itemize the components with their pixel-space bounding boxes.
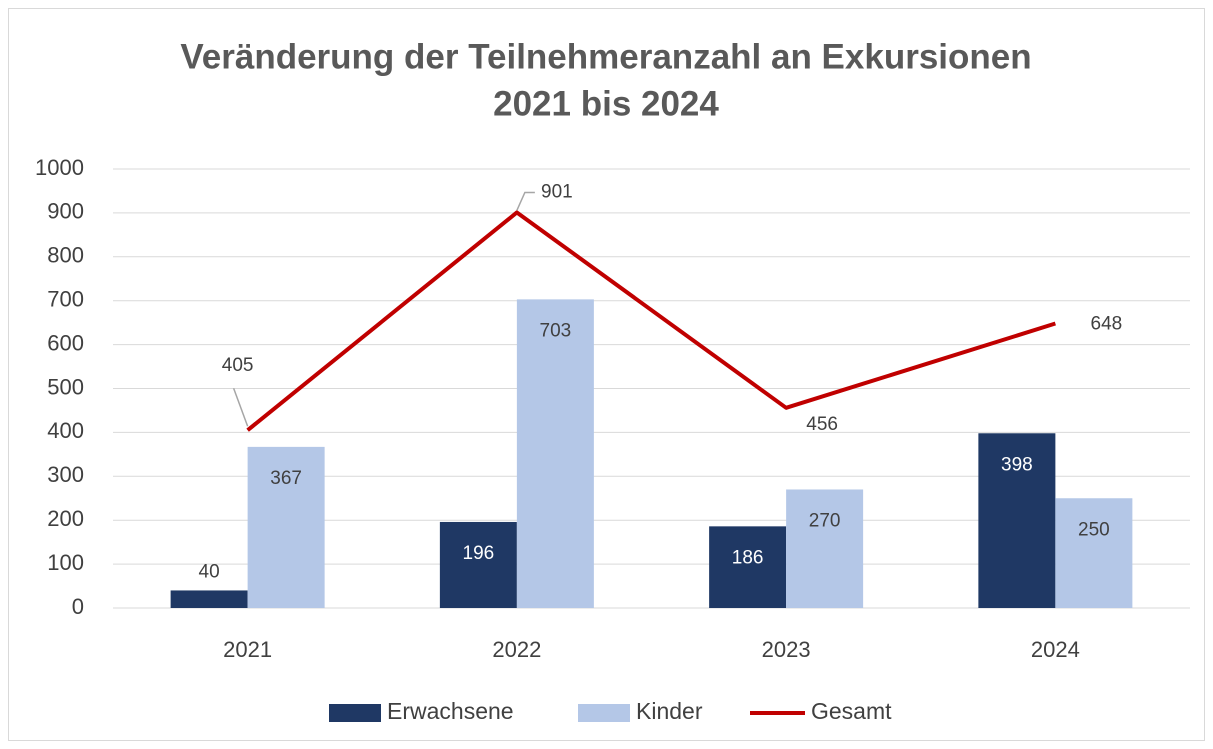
data-label: 196 — [463, 543, 495, 564]
x-tick-label: 2021 — [223, 637, 272, 662]
legend-label: Gesamt — [811, 698, 892, 724]
y-tick-label: 100 — [47, 550, 84, 575]
y-tick-label: 400 — [47, 418, 84, 443]
x-tick-label: 2023 — [762, 637, 811, 662]
x-tick-label: 2022 — [492, 637, 541, 662]
y-tick-label: 0 — [72, 594, 84, 619]
data-label: 648 — [1091, 314, 1123, 335]
data-label: 367 — [270, 468, 302, 489]
data-label: 703 — [540, 320, 572, 341]
legend-swatch — [329, 704, 381, 722]
chart-frame — [8, 8, 1205, 741]
bar — [247, 446, 325, 608]
y-tick-label: 200 — [47, 506, 84, 531]
data-label: 405 — [222, 355, 254, 376]
bar — [439, 521, 517, 608]
data-label: 901 — [541, 181, 573, 202]
data-label: 186 — [732, 547, 764, 568]
bar — [786, 489, 864, 608]
data-label: 250 — [1078, 519, 1110, 540]
y-tick-label: 500 — [47, 374, 84, 399]
leader-line — [232, 387, 249, 427]
y-tick-label: 700 — [47, 287, 84, 312]
line-series — [246, 210, 1056, 432]
data-label: 40 — [199, 561, 220, 582]
data-label: 398 — [1001, 454, 1033, 475]
legend-swatch — [578, 704, 630, 722]
leader-line — [516, 191, 535, 211]
legend-label: Kinder — [636, 698, 703, 724]
bar — [709, 526, 787, 608]
bar — [170, 590, 248, 608]
data-label: 270 — [809, 510, 841, 531]
data-label: 456 — [806, 414, 838, 435]
y-tick-label: 900 — [47, 199, 84, 224]
legend-label: Erwachsene — [387, 698, 514, 724]
chart-title: Veränderung der Teilnehmeranzahl an Exku… — [180, 37, 1031, 76]
y-tick-label: 600 — [47, 330, 84, 355]
bar — [516, 299, 594, 608]
x-tick-label: 2024 — [1031, 637, 1080, 662]
bar — [1055, 498, 1133, 608]
y-tick-label: 800 — [47, 243, 84, 268]
y-tick-label: 300 — [47, 462, 84, 487]
bar — [978, 433, 1056, 608]
chart-title: 2021 bis 2024 — [493, 84, 719, 123]
y-tick-label: 1000 — [35, 155, 84, 180]
